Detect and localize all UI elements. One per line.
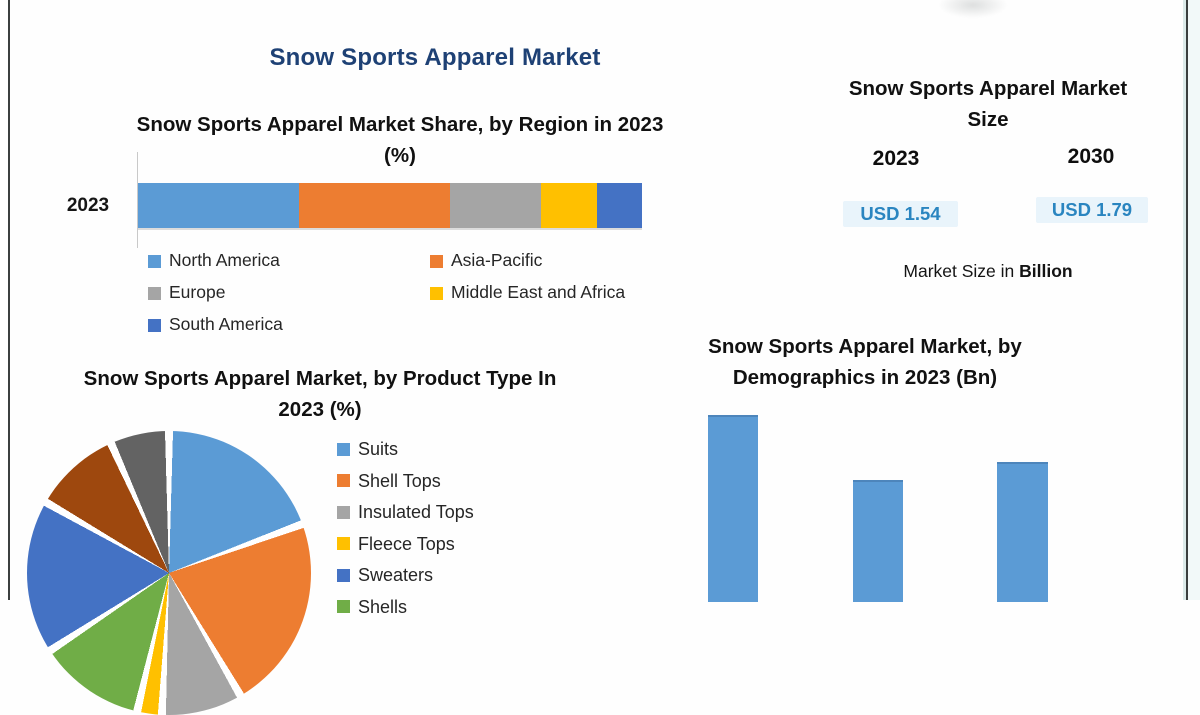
right-margin-area	[1188, 0, 1200, 600]
legend-swatch-icon	[337, 505, 350, 519]
watermark-smudge	[938, 0, 1008, 18]
legend-label: South America	[169, 314, 283, 335]
region-chart-category-label: 2023	[66, 195, 110, 216]
bar-segment-middle-east-and-africa	[541, 183, 597, 228]
legend-label: Europe	[169, 282, 226, 303]
region-stacked-bar	[138, 183, 642, 228]
legend-item: Suits	[337, 439, 474, 459]
legend-swatch-icon	[337, 442, 350, 456]
right-frame-glow	[1183, 0, 1186, 600]
bar-segment-europe	[450, 183, 542, 228]
legend-label: Sweaters	[358, 565, 434, 585]
legend-swatch-icon	[148, 254, 161, 268]
legend-item: Fleece Tops	[337, 534, 474, 554]
legend-swatch-icon	[337, 600, 350, 613]
caption-prefix: Market Size in	[903, 261, 1020, 281]
region-legend-column-1: North America Europe South America	[148, 251, 283, 347]
legend-label: Shells	[358, 596, 408, 617]
left-frame-line	[8, 0, 10, 600]
page-title: Snow Sports Apparel Market	[269, 44, 601, 71]
right-frame-line	[1186, 0, 1188, 600]
legend-swatch-icon	[337, 537, 350, 550]
market-size-year-2023: 2023	[872, 147, 920, 170]
product-pie-legend: Suits Shell Tops Insulated Tops Fleece Tops…	[337, 439, 474, 628]
legend-label: Middle East and Africa	[451, 282, 626, 303]
bar-segment-south-america	[596, 183, 642, 228]
legend-swatch-icon	[337, 474, 350, 487]
demographics-bar-2	[853, 480, 903, 602]
market-size-caption: Market Size in Billion	[828, 261, 1148, 282]
legend-item: Asia-Pacific	[430, 251, 625, 271]
caption-unit: Billion	[1019, 261, 1073, 281]
legend-label: Suits	[358, 439, 399, 459]
legend-label: Insulated Tops	[358, 502, 474, 522]
region-chart-title: Snow Sports Apparel Market Share, by Reg…	[136, 113, 664, 167]
market-size-value-2030: USD 1.79	[1036, 197, 1148, 223]
legend-swatch-icon	[337, 568, 350, 582]
market-size-value-2023: USD 1.54	[843, 201, 958, 227]
legend-item: South America	[148, 315, 283, 335]
legend-label: Fleece Tops	[358, 533, 455, 554]
region-chart-axis	[137, 152, 138, 248]
region-legend-column-2: Asia-Pacific Middle East and Africa	[430, 251, 625, 315]
legend-swatch-icon	[430, 254, 443, 268]
legend-item: Sweaters	[337, 565, 474, 585]
legend-item: Europe	[148, 283, 283, 303]
market-size-title: Snow Sports Apparel Market Size	[848, 77, 1128, 131]
demographics-bar-1	[708, 415, 758, 602]
legend-label: Shell Tops	[358, 470, 441, 491]
legend-item: Middle East and Africa	[430, 283, 625, 303]
legend-item: Shell Tops	[337, 471, 474, 491]
legend-label: North America	[169, 250, 280, 271]
demographics-bar-3	[997, 462, 1048, 602]
bar-segment-north-america	[138, 183, 300, 228]
bar-segment-asia-pacific	[299, 183, 451, 228]
legend-swatch-icon	[430, 286, 443, 300]
demographics-chart-title: Snow Sports Apparel Market, by Demograph…	[708, 335, 1022, 389]
legend-label: Asia-Pacific	[451, 250, 543, 271]
market-size-year-2030: 2030	[1067, 145, 1115, 168]
product-chart-title: Snow Sports Apparel Market, by Product T…	[83, 367, 557, 421]
legend-item: Insulated Tops	[337, 502, 474, 522]
legend-swatch-icon	[148, 318, 161, 332]
product-pie-chart	[27, 431, 311, 715]
legend-item: North America	[148, 251, 283, 271]
legend-swatch-icon	[148, 286, 161, 300]
